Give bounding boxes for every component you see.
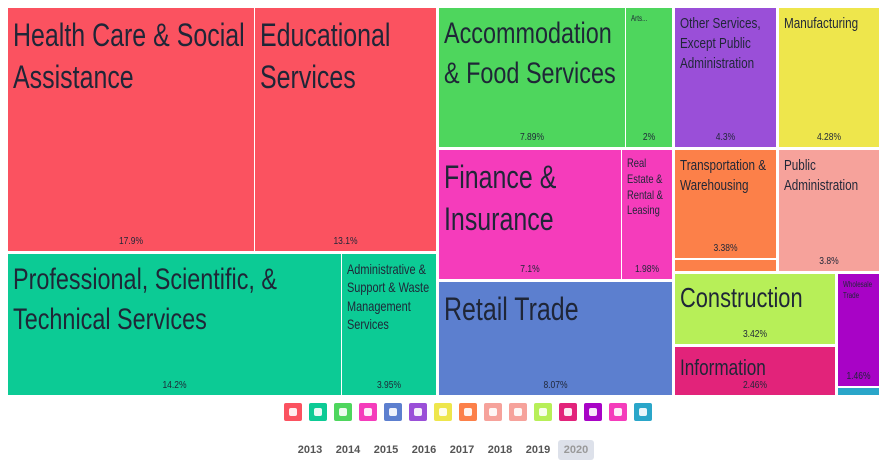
sector-icon[interactable]: [634, 403, 652, 421]
sector-icon[interactable]: [459, 403, 477, 421]
cell-label: Other Services, Except Public Administra…: [680, 15, 761, 72]
sector-icon[interactable]: [409, 403, 427, 421]
cell-label: Educational Services: [260, 17, 391, 96]
treemap-cell[interactable]: Manufacturing 4.28%: [779, 8, 879, 147]
sector-icon[interactable]: [534, 403, 552, 421]
cell-value: 4.3%: [715, 132, 736, 143]
treemap-cell[interactable]: Transportation & Warehousing 3.38%: [675, 150, 776, 258]
sector-icon[interactable]: [284, 403, 302, 421]
cell-label: Finance & Insurance: [444, 159, 557, 238]
cell-value: 3.38%: [713, 243, 738, 254]
cell-value: 17.9%: [118, 236, 144, 247]
filler-cell: [838, 388, 879, 395]
cell-value: 7.89%: [519, 132, 545, 143]
cell-label: Real Estate & Rental & Leasing: [627, 156, 663, 218]
cell-label: Transportation & Warehousing: [680, 157, 767, 194]
sector-icon[interactable]: [384, 403, 402, 421]
sector-icon[interactable]: [434, 403, 452, 421]
cell-label: Information: [680, 355, 766, 380]
treemap-cell[interactable]: Retail Trade 8.07%: [439, 282, 672, 395]
treemap-cell[interactable]: Health Care & Social Assistance 17.9%: [8, 8, 254, 251]
cell-label: Professional, Scientific, & Technical Se…: [13, 263, 278, 336]
cell-label: Construction: [680, 282, 803, 313]
treemap-cell[interactable]: Administrative & Support & Waste Managem…: [342, 254, 436, 395]
treemap-cell[interactable]: Professional, Scientific, & Technical Se…: [8, 254, 341, 395]
treemap-cell[interactable]: Accommodation & Food Services 7.89%: [439, 8, 625, 147]
sector-icon[interactable]: [584, 403, 602, 421]
cell-value: 4.28%: [816, 132, 842, 143]
sector-icon[interactable]: [309, 403, 327, 421]
sector-icon[interactable]: [334, 403, 352, 421]
treemap-cell[interactable]: Educational Services 13.1%: [255, 8, 436, 251]
year-button[interactable]: 2017: [449, 444, 475, 456]
year-button[interactable]: 2019: [525, 444, 551, 456]
treemap-cell[interactable]: Finance & Insurance 7.1%: [439, 150, 621, 279]
cell-label: Health Care & Social Assistance: [13, 17, 245, 96]
cell-label: Manufacturing: [784, 15, 859, 32]
treemap-cell[interactable]: Information 2.46%: [675, 347, 835, 395]
year-button[interactable]: 2018: [487, 444, 513, 456]
cell-label: Administrative & Support & Waste Managem…: [347, 261, 430, 333]
treemap-cell[interactable]: Real Estate & Rental & Leasing 1.98%: [622, 150, 672, 279]
cell-value: 3.42%: [742, 329, 768, 340]
treemap-cell[interactable]: Other Services, Except Public Administra…: [675, 8, 776, 147]
sector-icon[interactable]: [484, 403, 502, 421]
cell-value: 2%: [642, 132, 656, 143]
cell-label: Arts...: [631, 14, 648, 23]
cell-label: Accommodation & Food Services: [444, 17, 616, 90]
cell-value: 1.46%: [846, 371, 871, 382]
cell-value: 2.46%: [742, 380, 768, 391]
filler-cell: [675, 260, 776, 271]
treemap-cell[interactable]: Arts... 2%: [626, 8, 672, 147]
treemap-cell[interactable]: Wholesale Trade 1.46%: [838, 274, 879, 386]
cell-value: 8.07%: [543, 380, 568, 391]
cell-label: Public Administration: [784, 157, 859, 194]
sector-icon[interactable]: [559, 403, 577, 421]
treemap-cell[interactable]: Construction 3.42%: [675, 274, 835, 344]
cell-value: 7.1%: [520, 264, 540, 275]
sector-icon[interactable]: [359, 403, 377, 421]
year-button[interactable]: 2014: [335, 444, 361, 456]
cell-value: 13.1%: [333, 236, 358, 247]
cell-value: 3.8%: [819, 256, 839, 267]
cell-label: Wholesale Trade: [843, 280, 873, 300]
year-button[interactable]: 2015: [373, 444, 399, 456]
sector-icon[interactable]: [609, 403, 627, 421]
year-button[interactable]: 2016: [411, 444, 437, 456]
cell-label: Retail Trade: [444, 291, 579, 327]
cell-value: 3.95%: [376, 380, 402, 391]
treemap-cell[interactable]: Public Administration 3.8%: [779, 150, 879, 271]
year-button[interactable]: 2013: [297, 444, 323, 456]
year-button[interactable]: 2020: [558, 440, 594, 460]
cell-value: 14.2%: [162, 380, 187, 391]
cell-value: 1.98%: [634, 264, 660, 275]
sector-icon[interactable]: [509, 403, 527, 421]
